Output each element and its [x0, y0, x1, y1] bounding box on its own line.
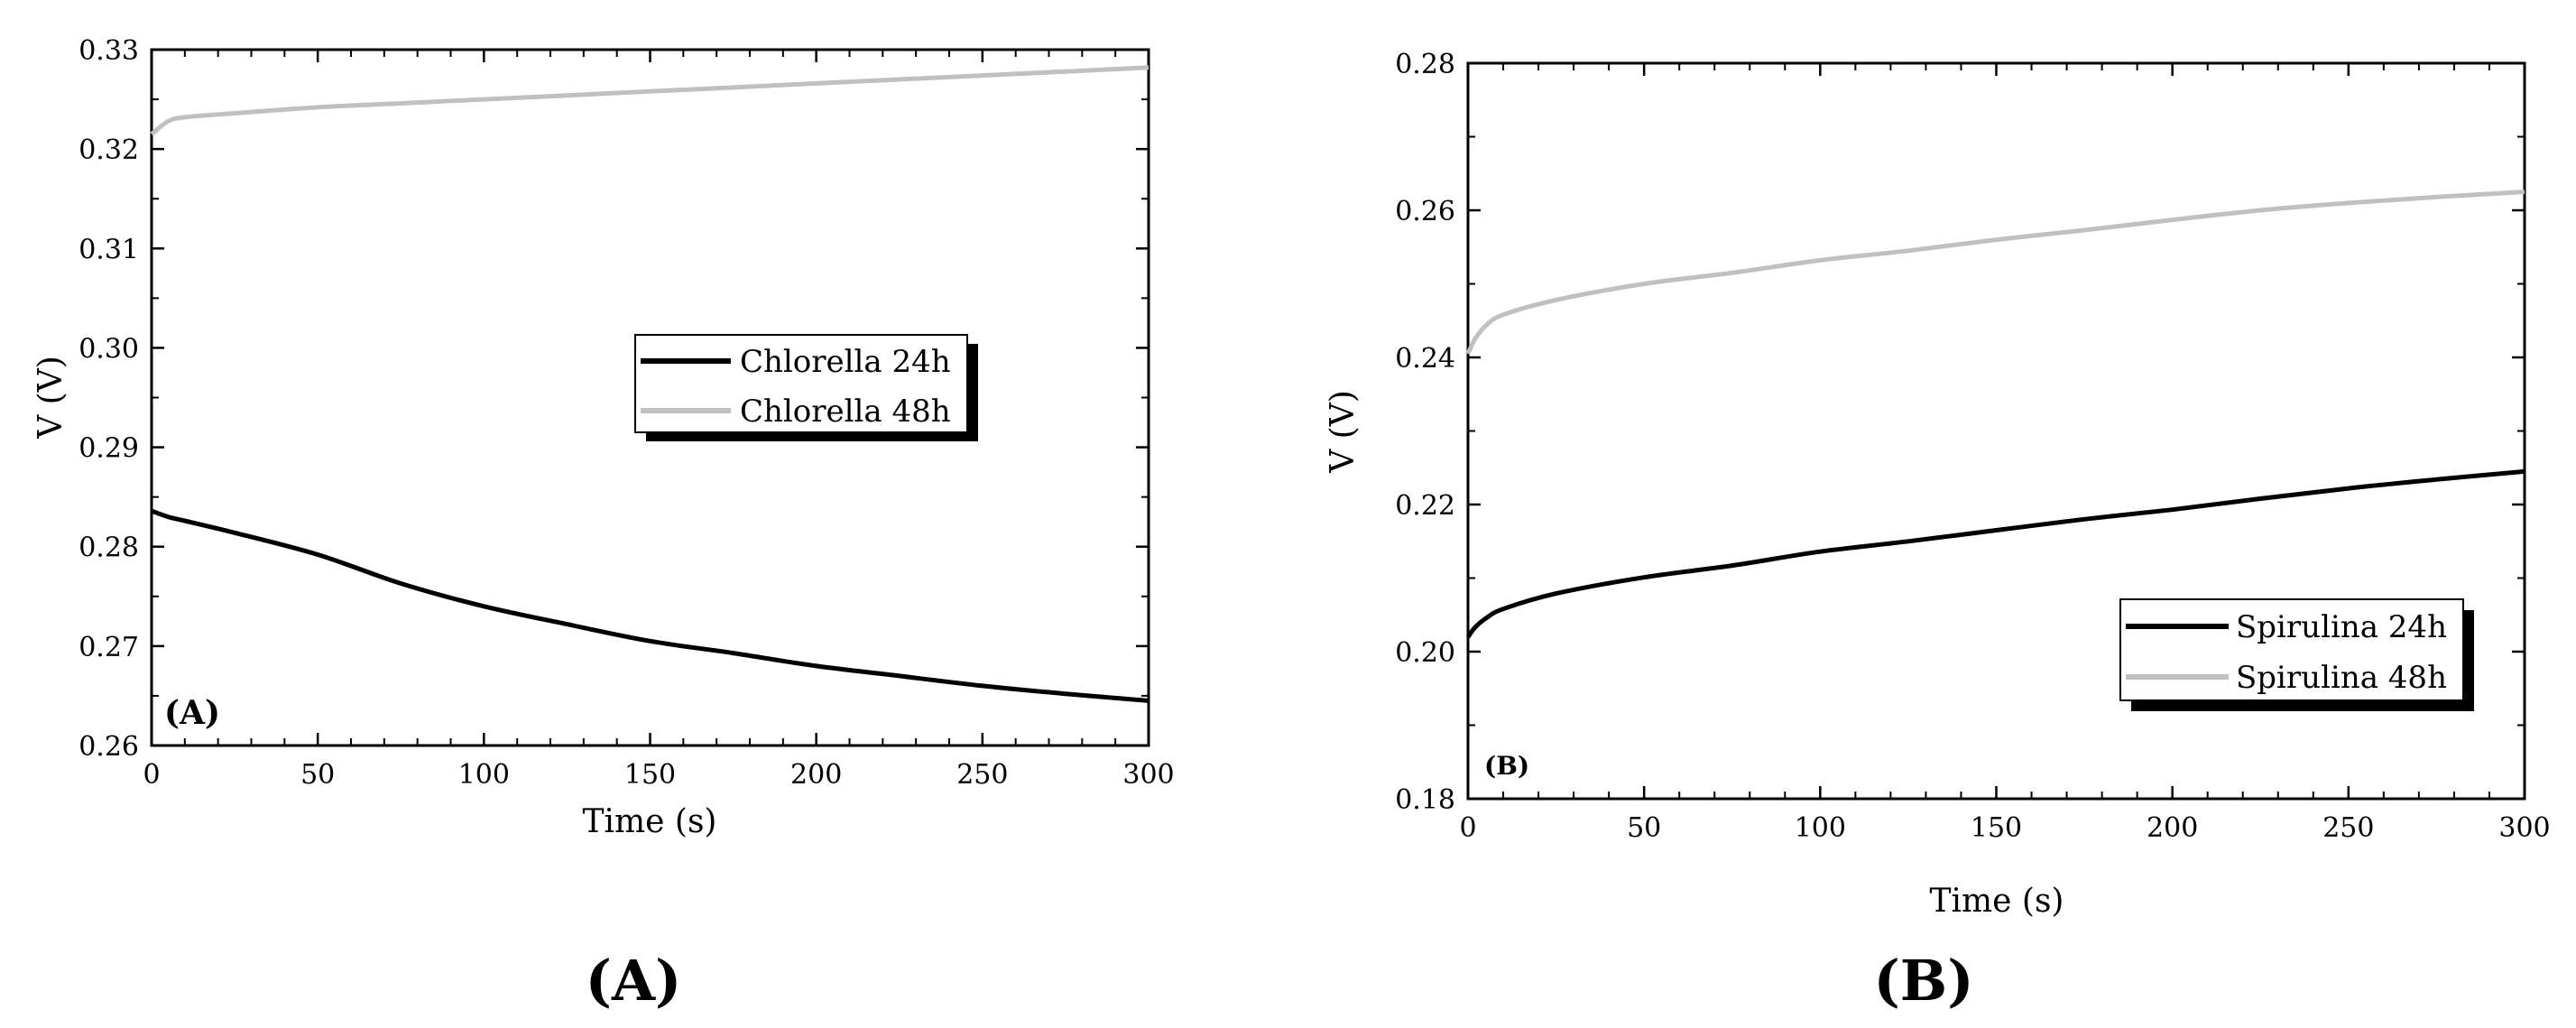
- x-tick-label-a: 200: [790, 759, 842, 791]
- y-tick-label-a: 0.29: [78, 433, 139, 465]
- series-line-a-1: [150, 65, 1150, 136]
- legend-box-a: [634, 334, 968, 433]
- series-group-a: [150, 65, 1150, 703]
- y-tick-label-a: 0.31: [78, 234, 139, 265]
- legend-label-b-0: Spirulina 24h: [2236, 609, 2447, 645]
- y-tick-label-a: 0.28: [78, 533, 139, 564]
- legend-box-b: [2119, 598, 2464, 701]
- x-tick-label-b: 250: [2322, 812, 2374, 844]
- series-line-a-0: [151, 508, 1150, 703]
- axis-ticks-b: 0 50 100 150 200 250 300 0.18 0.20 0.22 0.24 0.26 0.…: [1395, 49, 2550, 844]
- chart-panel-b: 0 50 100 150 200 250 300 0.18 0.20 0.22 0.24 0.26 0.…: [1325, 49, 2551, 920]
- x-tick-label-a: 300: [1122, 759, 1174, 791]
- y-tick-label-a: 0.27: [78, 632, 139, 663]
- y-tick-label-b: 0.28: [1395, 49, 1455, 80]
- panel-tag-b: (B): [1484, 751, 1529, 781]
- x-tick-label-b: 100: [1795, 812, 1846, 844]
- y-axis-title-a: V (V): [32, 356, 69, 440]
- caption-a: (A): [586, 948, 682, 1014]
- series-line-b-1: [1465, 190, 2525, 355]
- x-tick-label-a: 150: [624, 759, 676, 791]
- y-axis-title-b: V (V): [1325, 390, 1362, 474]
- x-axis-title-a: Time (s): [583, 803, 717, 840]
- y-tick-label-b: 0.22: [1395, 490, 1455, 522]
- x-tick-label-b: 300: [2498, 812, 2550, 844]
- y-tick-label-b: 0.18: [1395, 784, 1455, 816]
- y-tick-label-a: 0.26: [78, 731, 139, 763]
- series-group-b: [1465, 190, 2525, 639]
- x-tick-label-b: 150: [1971, 812, 2022, 844]
- x-tick-label-a: 100: [458, 759, 510, 791]
- legend-a: Chlorella 24h Chlorella 48h: [634, 334, 978, 441]
- y-tick-label-a: 0.32: [78, 134, 139, 166]
- y-tick-label-b: 0.20: [1395, 637, 1455, 669]
- x-tick-label-a: 250: [956, 759, 1008, 791]
- y-tick-label-b: 0.24: [1395, 343, 1455, 375]
- x-tick-label-b: 0: [1459, 812, 1476, 844]
- legend-label-a-1: Chlorella 48h: [740, 394, 951, 430]
- y-tick-label-a: 0.30: [78, 333, 139, 365]
- legend-b: Spirulina 24h Spirulina 48h: [2119, 598, 2474, 711]
- x-tick-label-b: 200: [2147, 812, 2198, 844]
- chart-panel-a: 0 50 100 150 200 250 300 0.26 0.27 0.28 0.29 0.30 0.…: [32, 35, 1175, 840]
- x-tick-label-a: 50: [300, 759, 335, 791]
- x-tick-label-b: 50: [1627, 812, 1661, 844]
- legend-label-b-1: Spirulina 48h: [2236, 660, 2447, 696]
- panel-tag-a: (A): [164, 694, 220, 732]
- legend-label-a-0: Chlorella 24h: [740, 344, 951, 380]
- axis-ticks-a: 0 50 100 150 200 250 300 0.26 0.27 0.28 0.29 0.30 0.…: [78, 35, 1174, 791]
- series-line-b-0: [1465, 468, 2525, 639]
- x-axis-title-b: Time (s): [1930, 883, 2064, 920]
- x-tick-label-a: 0: [143, 759, 160, 791]
- caption-b: (B): [1873, 948, 1973, 1014]
- y-tick-label-a: 0.33: [78, 35, 139, 67]
- y-tick-label-b: 0.26: [1395, 196, 1455, 227]
